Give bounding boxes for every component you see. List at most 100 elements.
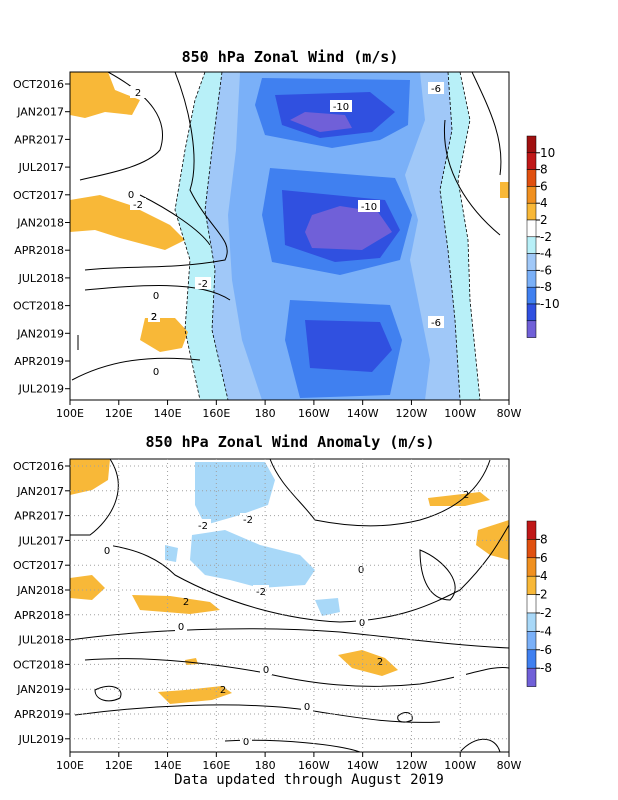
contour-labels-bottom: 2 -2 -2 0 -2 0 2 0 0 2 0 2 0 0 bbox=[104, 490, 469, 748]
x-tick-label: 120W bbox=[396, 759, 428, 772]
contour-label: -2 bbox=[256, 587, 266, 598]
colorbar-swatch bbox=[526, 557, 537, 577]
colorbar-swatch bbox=[526, 286, 537, 305]
contour-label: 2 bbox=[183, 597, 189, 608]
colorbar-swatch bbox=[526, 186, 537, 204]
colorbar-swatch bbox=[526, 320, 537, 338]
y-tick-label: JUL2019 bbox=[18, 733, 64, 746]
y-tick-label: JUL2018 bbox=[18, 272, 64, 285]
colorbar-swatch bbox=[526, 253, 537, 271]
y-tick-label: JAN2019 bbox=[16, 327, 64, 340]
colorbar-label: -4 bbox=[540, 247, 552, 261]
y-tick-label: APR2018 bbox=[14, 244, 64, 257]
zonal-wind-field bbox=[70, 72, 509, 400]
x-tick-label: 120W bbox=[396, 407, 428, 420]
y-tick-label: JUL2017 bbox=[18, 161, 64, 174]
colorbar-swatch bbox=[526, 169, 537, 187]
y-tick-label: APR2019 bbox=[14, 355, 64, 368]
colorbar-swatch bbox=[526, 631, 537, 651]
colorbar-label: 10 bbox=[540, 146, 555, 160]
colorbar-label: -6 bbox=[540, 263, 552, 277]
y-tick-label: JAN2017 bbox=[16, 106, 64, 119]
contour-label: 0 bbox=[358, 565, 364, 576]
contour-label: -2 bbox=[133, 200, 143, 211]
y-tick-label: JUL2018 bbox=[18, 634, 64, 647]
chart-title-zonal-wind: 850 hPa Zonal Wind (m/s) bbox=[182, 48, 399, 66]
x-tick-label: 160E bbox=[202, 759, 230, 772]
x-tick-label: 160E bbox=[202, 407, 230, 420]
colorbar-label: -2 bbox=[540, 606, 552, 620]
colorbar-swatch bbox=[526, 594, 537, 614]
colorbar-swatch bbox=[526, 152, 537, 170]
plot-frame-top bbox=[69, 71, 510, 401]
y-tick-label: JUL2017 bbox=[18, 534, 64, 547]
contour-label: 2 bbox=[377, 657, 383, 668]
x-tick-label: 160W bbox=[298, 407, 330, 420]
colorbar-label: -8 bbox=[540, 280, 552, 294]
axes-bottom: 100E 120E 140E 160E 180 160W 140W 120W 100W 80W OC… bbox=[13, 459, 522, 772]
colorbar-label: 6 bbox=[540, 179, 548, 193]
x-tick-label: 120E bbox=[105, 407, 133, 420]
contour-label: 2 bbox=[463, 490, 469, 501]
contour-label: 0 bbox=[153, 367, 159, 378]
x-tick-label: 140E bbox=[154, 759, 182, 772]
contour-label: 0 bbox=[128, 190, 134, 201]
y-tick-label: APR2017 bbox=[14, 510, 64, 523]
colorbar-top: 10 8 6 4 2 -2 -4 -6 -8 -10 bbox=[526, 135, 560, 338]
x-tick-label: 140E bbox=[154, 407, 182, 420]
y-tick-label: JAN2017 bbox=[16, 485, 64, 498]
colorbar-label: -4 bbox=[540, 624, 552, 638]
y-tick-label: APR2017 bbox=[14, 133, 64, 146]
contour-label: 0 bbox=[178, 622, 184, 633]
colorbar-swatch bbox=[526, 202, 537, 221]
colorbar-swatch bbox=[526, 575, 537, 595]
y-tick-label: OCT2016 bbox=[13, 460, 64, 473]
x-tick-label: 160W bbox=[298, 759, 330, 772]
contour-label: -10 bbox=[333, 102, 349, 113]
colorbar-label: 8 bbox=[540, 532, 548, 546]
colorbar-label: -10 bbox=[540, 297, 560, 311]
x-tick-label: 180 bbox=[255, 759, 276, 772]
contour-label: 0 bbox=[263, 665, 269, 676]
colorbar-label: 8 bbox=[540, 163, 548, 177]
colorbar-swatch bbox=[526, 667, 537, 687]
y-tick-label: OCT2018 bbox=[13, 658, 64, 671]
contour-label: 0 bbox=[359, 618, 365, 629]
x-tick-label: 100W bbox=[444, 759, 476, 772]
x-tick-label: 80W bbox=[497, 759, 522, 772]
contour-label: -6 bbox=[431, 318, 441, 329]
contour-label: 2 bbox=[135, 88, 141, 99]
colorbar-label: 4 bbox=[540, 196, 548, 210]
contour-label: -10 bbox=[361, 202, 377, 213]
colorbar-swatch bbox=[526, 520, 537, 540]
plot-frame-bottom bbox=[69, 458, 510, 753]
y-tick-label: OCT2016 bbox=[13, 78, 64, 91]
x-tick-label: 100E bbox=[56, 759, 84, 772]
colorbar-label: 2 bbox=[540, 213, 548, 227]
y-tick-label: JAN2019 bbox=[16, 683, 64, 696]
chart-title-zonal-wind-anomaly: 850 hPa Zonal Wind Anomaly (m/s) bbox=[146, 433, 435, 451]
colorbar-bottom: 8 6 4 2 -2 -4 -6 -8 bbox=[526, 520, 552, 687]
x-tick-label: 180 bbox=[255, 407, 276, 420]
contour-label: -2 bbox=[243, 515, 253, 526]
x-tick-label: 140W bbox=[347, 759, 379, 772]
x-tick-label: 140W bbox=[347, 407, 379, 420]
y-tick-label: OCT2017 bbox=[13, 559, 64, 572]
contour-label: -2 bbox=[198, 279, 208, 290]
x-tick-label: 80W bbox=[497, 407, 522, 420]
colorbar-swatch bbox=[526, 303, 537, 322]
contour-label: -6 bbox=[431, 84, 441, 95]
contour-label: 0 bbox=[104, 546, 110, 557]
colorbar-label: 4 bbox=[540, 569, 548, 583]
colorbar-swatch bbox=[526, 135, 537, 154]
y-tick-label: OCT2018 bbox=[13, 300, 64, 313]
axes-top: 100E 120E 140E 160E 180 160W 140W 120W 100W 80W OC… bbox=[13, 78, 522, 420]
colorbar-swatch bbox=[526, 270, 537, 288]
y-tick-label: APR2019 bbox=[14, 708, 64, 721]
colorbar-label: -6 bbox=[540, 643, 552, 657]
x-tick-label: 100E bbox=[56, 407, 84, 420]
colorbar-label: 6 bbox=[540, 551, 548, 565]
contour-label: 0 bbox=[243, 737, 249, 748]
colorbar-label: 2 bbox=[540, 588, 548, 602]
